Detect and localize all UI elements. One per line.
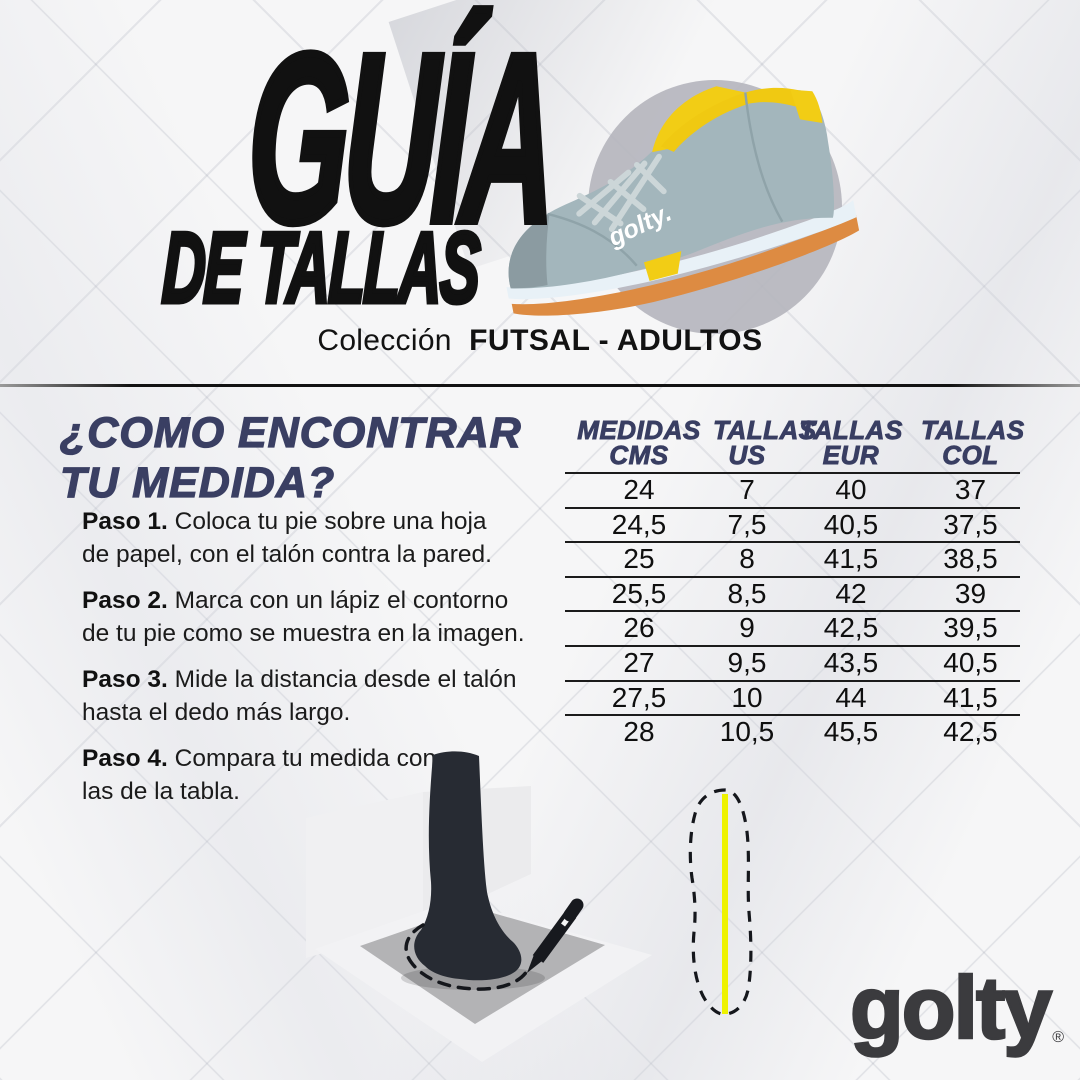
size-table-row: 26 9 42,5 39,5 — [565, 610, 1020, 645]
size-table-cell: 42,5 — [823, 612, 879, 644]
size-table-header: TALLAS EUR — [781, 415, 921, 470]
size-table-cell: 7 — [739, 474, 755, 505]
collection-subtitle: Colección FUTSAL - ADULTOS — [0, 324, 1080, 358]
brand-logo: golty ® — [849, 960, 1064, 1080]
header-line: CMS — [609, 440, 669, 470]
traced-outline — [404, 923, 531, 991]
size-table-cell: 24,5 — [611, 508, 667, 540]
howto-heading-line-1: ¿COMO ENCONTRAR — [59, 408, 522, 457]
size-table-row: 24 7 40 37 — [565, 472, 1020, 507]
foot-outline-illustration — [688, 788, 753, 1016]
size-table-cell: 37,5 — [943, 508, 998, 540]
size-table-cell: 10,5 — [719, 716, 775, 748]
size-table-cell: 45,5 — [823, 716, 879, 748]
futsal-shoe-image: golty. — [506, 80, 860, 334]
size-table-cell: 41,5 — [823, 543, 879, 575]
header-line: TALLAS — [921, 415, 1025, 445]
instructions: Paso 1. Coloca tu pie sobre una hoja de … — [82, 505, 552, 821]
size-table-cell: 40,5 — [943, 646, 998, 678]
size-table-cell: 7,5 — [727, 508, 767, 540]
step-label: Paso 2. — [82, 587, 168, 614]
size-table-cell: 39,5 — [943, 612, 998, 644]
title-line-2: DE TALLAS — [159, 210, 482, 326]
size-table-cell: 27,5 — [611, 681, 667, 713]
size-table-cell: 26 — [623, 612, 655, 644]
size-table-cell: 41,5 — [943, 681, 998, 713]
size-table-cell: 42,5 — [943, 716, 998, 748]
instruction-step: Paso 3. Mide la distancia desde el talón… — [82, 666, 517, 726]
foot-outline-path — [688, 788, 753, 1016]
collection-name: FUTSAL - ADULTOS — [469, 324, 763, 357]
size-table-cell: 8 — [739, 543, 755, 575]
header-line: EUR — [822, 440, 880, 470]
header-line: US — [728, 440, 766, 470]
size-table-cell: 38,5 — [943, 543, 998, 575]
size-table-cell: 8,5 — [727, 577, 767, 609]
step-label: Paso 3. — [82, 666, 168, 693]
size-table-header: MEDIDAS CMS — [565, 415, 713, 470]
step-label: Paso 4. — [82, 745, 168, 772]
size-table-cell: 43,5 — [823, 646, 879, 678]
foot-tracing-illustration — [306, 751, 652, 1062]
pencil-icon — [527, 898, 584, 973]
size-table-cell: 40 — [835, 474, 867, 505]
section-divider — [0, 384, 1080, 387]
howto-heading-line-2: TU MEDIDA? — [59, 458, 336, 507]
header-line: MEDIDAS — [577, 415, 701, 445]
size-table-cell: 25 — [623, 543, 655, 575]
size-table-row: 24,5 7,5 40,5 37,5 — [565, 506, 1020, 542]
size-table-cell: 10 — [731, 681, 763, 713]
size-table-row: 28 10,5 45,5 42,5 — [565, 714, 1020, 749]
instruction-step: Paso 4. Compara tu medida con las de la … — [82, 745, 437, 805]
size-table-row: 25,5 8,5 42 39 — [565, 575, 1020, 611]
leg-silhouette — [414, 751, 522, 981]
size-table: MEDIDAS CMS TALLAS US TALLAS EUR TALLAS COL 24 7 4… — [565, 415, 1025, 749]
step-label: Paso 1. — [82, 508, 168, 535]
registered-trademark-icon: ® — [1052, 1029, 1064, 1046]
size-table-cell: 28 — [623, 716, 655, 748]
shoe-drawing: golty. — [506, 86, 860, 316]
size-table-header: TALLAS COL — [921, 415, 1025, 470]
size-table-cell: 24 — [623, 474, 655, 505]
size-table-cell: 27 — [623, 646, 655, 678]
instruction-step: Paso 1. Coloca tu pie sobre una hoja de … — [82, 508, 492, 568]
size-table-cell: 44 — [835, 681, 867, 713]
header-line: COL — [942, 440, 999, 470]
size-table-cell: 39 — [954, 577, 987, 609]
size-table-row: 27,5 10 44 41,5 — [565, 679, 1020, 715]
collection-prefix: Colección — [317, 324, 452, 357]
size-table-cell: 37 — [954, 474, 987, 505]
size-table-row: 25 8 41,5 38,5 — [565, 541, 1020, 576]
size-table-cell: 9 — [739, 612, 755, 644]
size-table-cell: 42 — [835, 577, 867, 609]
brand-logo-text: golty — [849, 958, 1054, 1057]
size-table-cell: 40,5 — [823, 508, 879, 540]
size-table-header: TALLAS US — [713, 417, 817, 470]
size-table-row: 27 9,5 43,5 40,5 — [565, 644, 1020, 680]
shoe-laces — [576, 153, 667, 233]
howto-heading: ¿COMO ENCONTRAR TU MEDIDA? — [59, 408, 522, 508]
size-table-header-row: MEDIDAS CMS TALLAS US TALLAS EUR TALLAS COL — [565, 415, 1025, 472]
instruction-step: Paso 2. Marca con un lápiz el contorno d… — [82, 587, 525, 647]
size-table-cell: 9,5 — [727, 646, 767, 678]
size-table-cell: 25,5 — [611, 577, 667, 609]
header-line: TALLAS — [799, 415, 903, 445]
